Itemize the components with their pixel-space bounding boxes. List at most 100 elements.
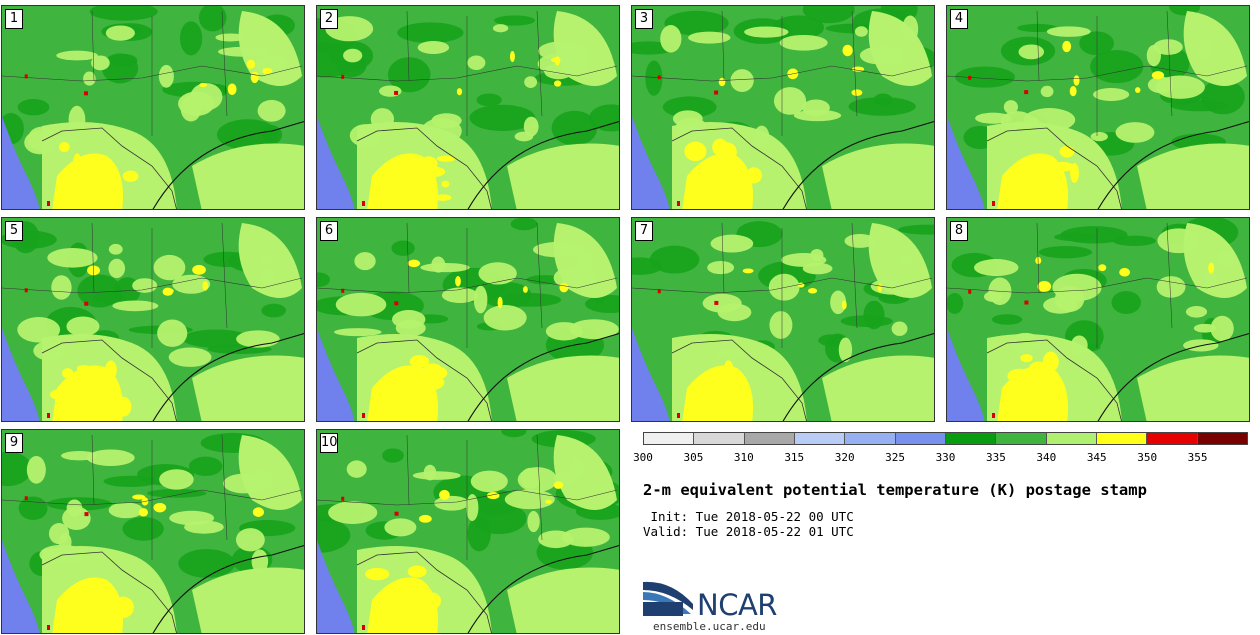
light-theta-e-region bbox=[105, 25, 135, 41]
extreme-theta-e-spot bbox=[362, 625, 365, 630]
light-theta-e-region bbox=[1146, 44, 1161, 67]
light-theta-e-region bbox=[1210, 315, 1234, 342]
state-border bbox=[406, 222, 543, 348]
light-theta-e-region bbox=[153, 254, 186, 281]
max-theta-e-region bbox=[367, 153, 438, 209]
high-theta-e-region bbox=[122, 516, 164, 541]
colorbar-segment bbox=[744, 433, 795, 444]
high-theta-e-region bbox=[510, 218, 538, 231]
high-theta-e-region bbox=[991, 314, 1023, 325]
light-theta-e-region bbox=[810, 248, 824, 262]
high-theta-e-region bbox=[147, 488, 207, 498]
ncar-logo-text: NCAR bbox=[697, 588, 777, 622]
colorbar-tick-label: 355 bbox=[1187, 451, 1208, 464]
high-theta-e-region bbox=[2, 451, 32, 487]
light-theta-e-region bbox=[538, 530, 574, 549]
light-theta-e-region bbox=[569, 319, 619, 340]
international-border bbox=[356, 551, 492, 633]
extreme-theta-e-spot bbox=[1024, 90, 1029, 95]
colorbar-tick-label: 325 bbox=[885, 451, 906, 464]
theta-e-map bbox=[2, 430, 304, 633]
international-border bbox=[356, 339, 492, 421]
colorbar-segment bbox=[644, 433, 695, 444]
light-theta-e-region bbox=[769, 311, 793, 339]
light-theta-e-region bbox=[17, 316, 61, 343]
light-theta-e-region bbox=[1193, 323, 1217, 333]
member-number-label: 5 bbox=[5, 221, 23, 241]
light-theta-e-region bbox=[370, 108, 395, 131]
light-theta-e-region bbox=[702, 293, 742, 313]
light-theta-e-region bbox=[43, 135, 79, 145]
light-theta-e-region bbox=[1197, 39, 1212, 60]
max-theta-e-spot bbox=[1062, 40, 1072, 53]
high-theta-e-region bbox=[18, 496, 48, 520]
ensemble-member-panel-9: 9 bbox=[1, 429, 305, 634]
high-theta-e-region bbox=[179, 21, 203, 56]
colorbar-tick-label: 340 bbox=[1036, 451, 1057, 464]
light-theta-e-region bbox=[260, 267, 276, 286]
light-theta-e-region bbox=[470, 470, 508, 493]
high-theta-e-region bbox=[471, 502, 527, 535]
light-theta-e-region bbox=[897, 255, 915, 264]
light-theta-e-region bbox=[473, 285, 488, 314]
max-theta-e-spot bbox=[388, 584, 399, 604]
light-theta-e-region bbox=[859, 46, 897, 65]
light-theta-e-region bbox=[1157, 228, 1200, 254]
max-theta-e-spot bbox=[724, 191, 741, 202]
gulf-coastline bbox=[782, 121, 934, 209]
member-number-label: 1 bbox=[5, 9, 23, 29]
light-theta-e-region bbox=[250, 469, 273, 491]
light-theta-e-region bbox=[492, 24, 509, 33]
light-theta-e-region bbox=[675, 117, 708, 140]
max-theta-e-spot bbox=[418, 514, 432, 523]
light-theta-e-region bbox=[844, 234, 876, 248]
ensemble-member-panel-8: 8 bbox=[946, 217, 1250, 422]
light-theta-e-region bbox=[891, 321, 908, 336]
light-theta-e-region bbox=[1000, 111, 1034, 132]
light-theta-e-region bbox=[157, 319, 188, 347]
ncar-swoosh-icon bbox=[643, 581, 693, 616]
pacific-ocean bbox=[2, 540, 40, 633]
max-theta-e-spot bbox=[497, 296, 503, 309]
max-theta-e-spot bbox=[731, 171, 749, 185]
max-theta-e-spot bbox=[262, 67, 273, 75]
max-theta-e-spot bbox=[545, 499, 552, 504]
light-theta-e-region bbox=[466, 494, 479, 522]
max-theta-e-spot bbox=[439, 489, 450, 500]
light-theta-e-region bbox=[24, 130, 56, 155]
member-number-label: 2 bbox=[320, 9, 338, 29]
max-theta-e-spot bbox=[877, 283, 882, 293]
max-theta-e-spot bbox=[153, 502, 167, 513]
light-theta-e-region bbox=[1155, 75, 1205, 99]
max-theta-e-spot bbox=[684, 141, 707, 162]
extreme-theta-e-spot bbox=[47, 625, 50, 630]
max-theta-e-spot bbox=[436, 155, 456, 162]
light-theta-e-region bbox=[1185, 306, 1208, 318]
state-border bbox=[2, 489, 303, 506]
light-theta-e-region bbox=[504, 489, 555, 510]
light-theta-e-region bbox=[870, 278, 916, 295]
light-theta-e-region bbox=[1046, 26, 1091, 37]
max-theta-e-spot bbox=[199, 82, 208, 88]
max-theta-e-spot bbox=[841, 300, 847, 310]
extreme-theta-e-spot bbox=[24, 74, 28, 79]
max-theta-e-spot bbox=[419, 156, 438, 172]
light-theta-e-region bbox=[730, 69, 754, 93]
gulf-coastline bbox=[1097, 333, 1249, 421]
light-theta-e-region bbox=[66, 316, 100, 337]
ensemble-member-panel-6: 6 bbox=[316, 217, 620, 422]
light-theta-e-region bbox=[779, 34, 828, 51]
max-theta-e-spot bbox=[1119, 267, 1131, 277]
light-theta-e-region bbox=[838, 337, 853, 363]
pacific-ocean bbox=[317, 328, 355, 421]
light-theta-e-region bbox=[257, 99, 286, 122]
gulf-region bbox=[822, 143, 934, 209]
theta-e-map bbox=[947, 6, 1249, 209]
member-number-label: 9 bbox=[5, 433, 23, 453]
pacific-ocean bbox=[947, 116, 985, 209]
light-theta-e-region bbox=[1070, 335, 1088, 356]
light-theta-e-region bbox=[392, 309, 426, 329]
max-theta-e-spot bbox=[455, 276, 461, 287]
light-theta-e-region bbox=[1203, 269, 1217, 291]
gulf-coastline bbox=[152, 333, 304, 421]
